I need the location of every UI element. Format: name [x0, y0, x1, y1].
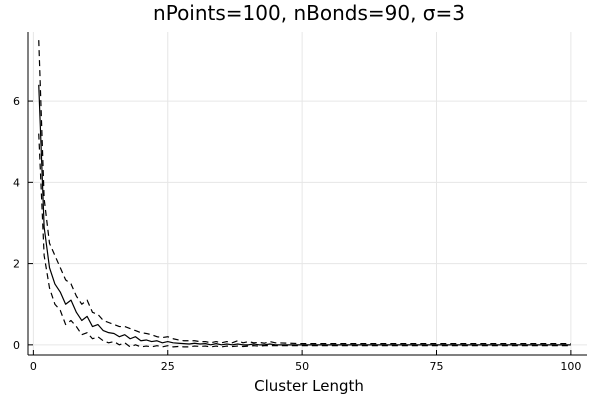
- y-tick-label-3: 6: [13, 95, 20, 108]
- series-line-0: [38, 84, 571, 346]
- y-tick-label-0: 0: [13, 339, 20, 352]
- chart-title: nPoints=100, nBonds=90, σ=3: [153, 1, 465, 25]
- x-tick-label-2: 50: [295, 360, 309, 373]
- grid: [28, 32, 587, 355]
- series-line-2: [38, 133, 571, 348]
- series-line-1: [38, 40, 571, 345]
- y-tick-label-2: 4: [13, 176, 20, 189]
- x-tick-label-3: 75: [430, 360, 444, 373]
- x-tick-label-1: 25: [161, 360, 175, 373]
- x-tick-label-0: 0: [30, 360, 37, 373]
- axes: [27, 32, 587, 356]
- x-axis-label: Cluster Length: [254, 377, 364, 395]
- tick-labels: 0 25 50 75 100 0 2 4 6: [13, 95, 581, 373]
- series-lines: [38, 40, 571, 348]
- y-tick-label-1: 2: [13, 258, 20, 271]
- x-tick-label-4: 100: [560, 360, 581, 373]
